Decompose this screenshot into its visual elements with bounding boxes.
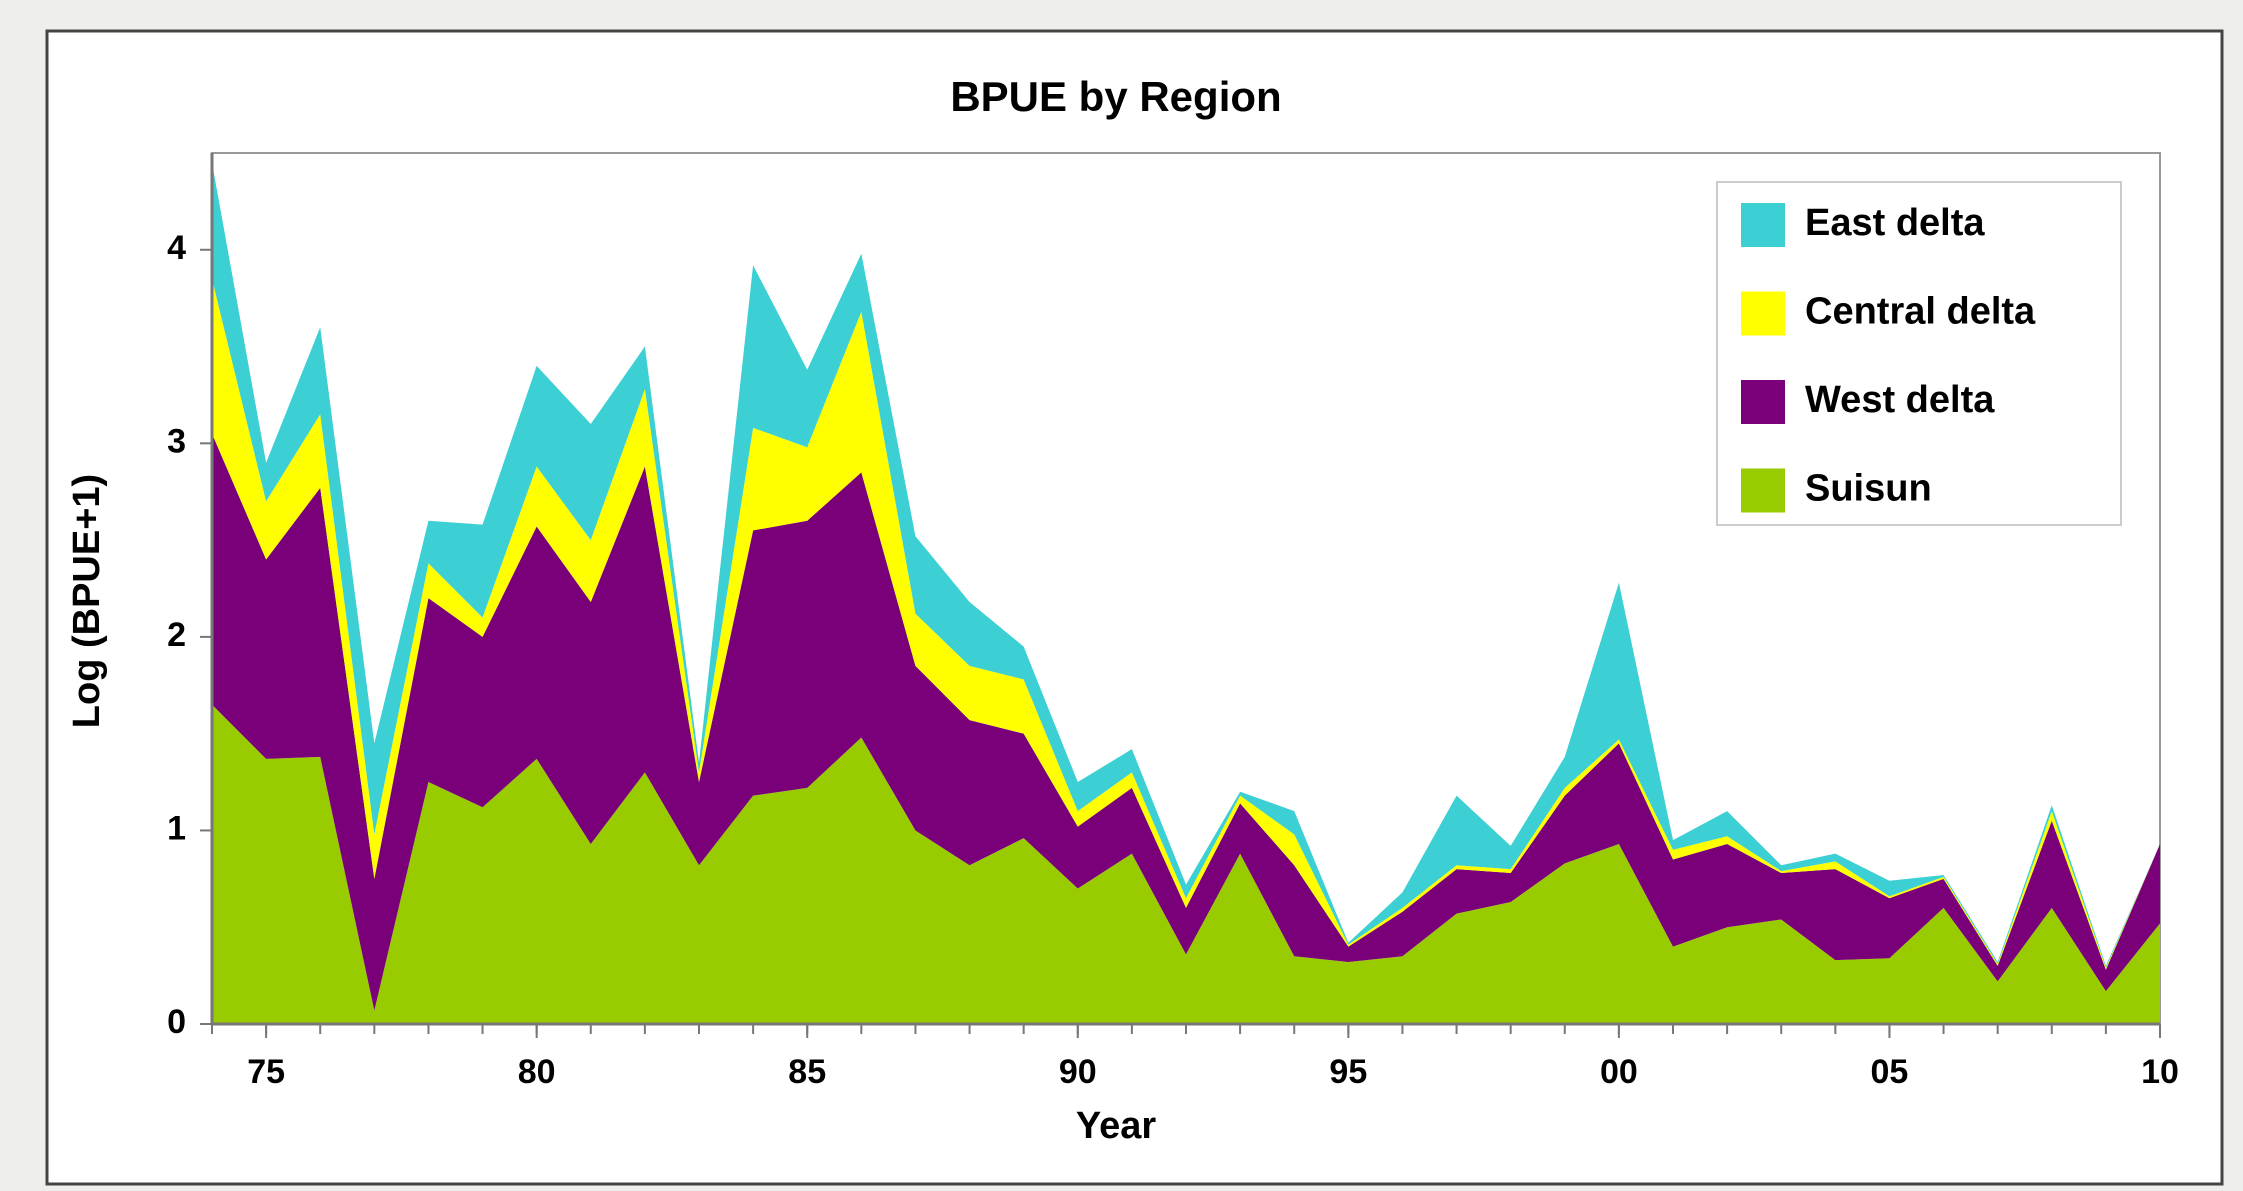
y-tick-label: 3 xyxy=(167,422,186,460)
x-tick-label: 90 xyxy=(1059,1053,1097,1091)
chart-title: BPUE by Region xyxy=(950,73,1281,120)
x-tick-label: 80 xyxy=(518,1053,556,1091)
legend-swatch xyxy=(1741,203,1785,247)
area xyxy=(212,162,2160,968)
legend-label: West delta xyxy=(1805,379,1995,421)
legend-label: Suisun xyxy=(1805,468,1932,510)
legend-swatch xyxy=(1741,380,1785,424)
area xyxy=(212,433,2160,1011)
area xyxy=(212,704,2160,1024)
legend-label: Central delta xyxy=(1805,291,2036,333)
x-tick-label: 10 xyxy=(2141,1053,2179,1091)
y-tick-label: 1 xyxy=(167,809,186,847)
legend-swatch xyxy=(1741,468,1785,513)
x-tick-label: 85 xyxy=(788,1053,826,1091)
y-axis-label: Log (BPUE+1) xyxy=(66,474,108,728)
legend-label: East delta xyxy=(1805,202,1985,244)
y-tick-label: 4 xyxy=(167,229,186,267)
x-axis-label: Year xyxy=(1076,1105,1157,1147)
x-tick-label: 75 xyxy=(247,1053,285,1091)
y-tick-label: 0 xyxy=(167,1003,186,1041)
x-tick-label: 00 xyxy=(1600,1053,1638,1091)
y-tick-label: 2 xyxy=(167,616,186,654)
legend-swatch xyxy=(1741,291,1785,336)
x-tick-label: 95 xyxy=(1329,1053,1367,1091)
x-tick-label: 05 xyxy=(1871,1053,1909,1091)
